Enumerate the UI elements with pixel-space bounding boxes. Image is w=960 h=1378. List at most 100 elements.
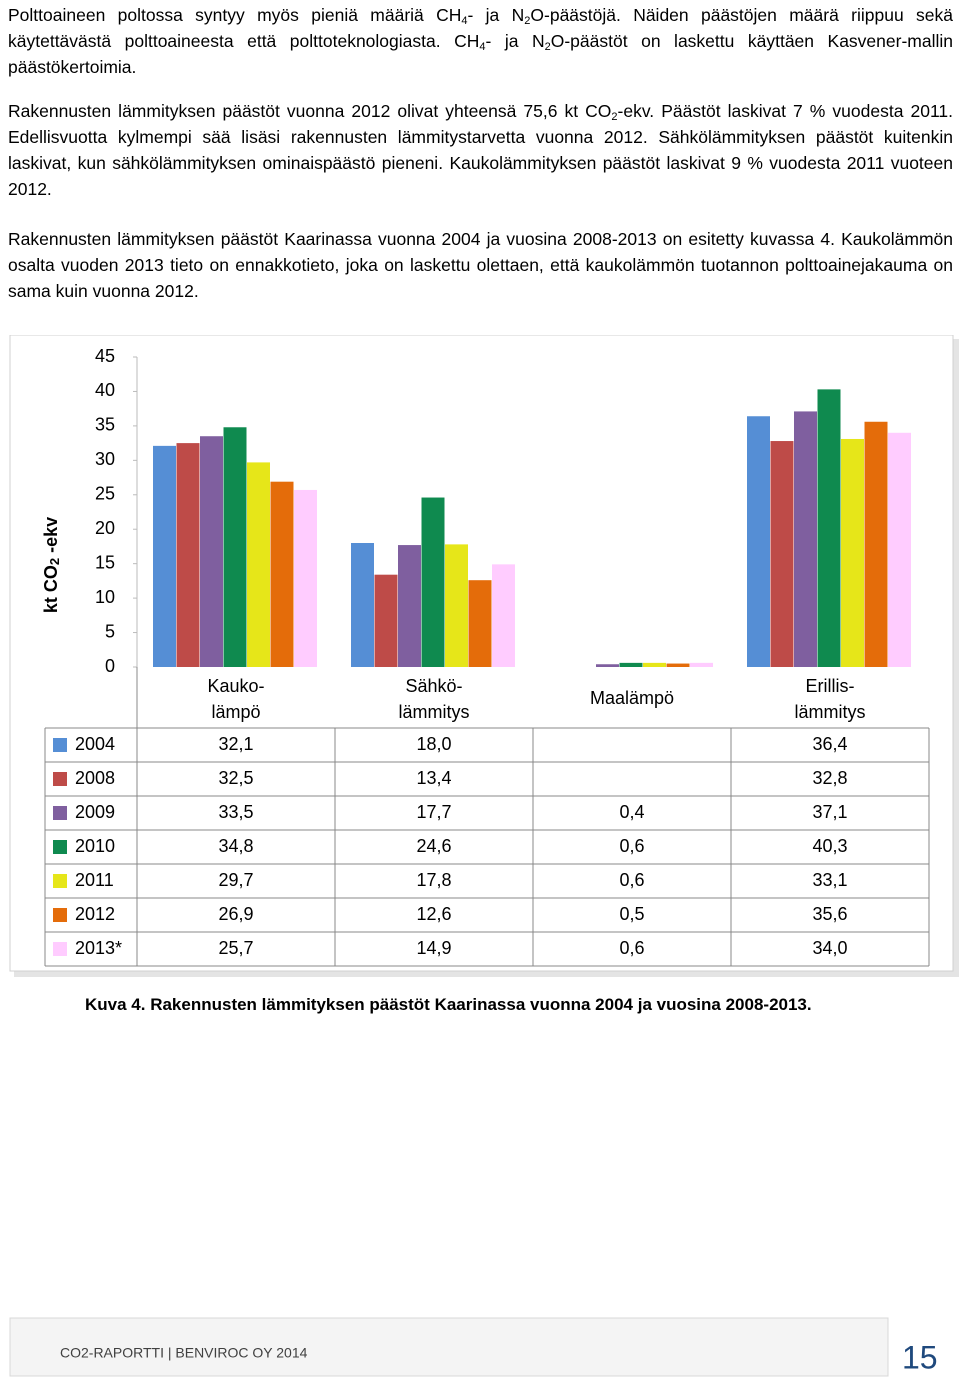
- chart: 0 5 10 15 20 25 30 35 40 45 kt CO2 -ekv Kauko-lämpö…: [9, 335, 959, 977]
- y-tick-label: 5: [105, 621, 115, 641]
- paragraph: Polttoaineen poltossa syntyy myös pieniä…: [8, 2, 953, 80]
- table-value: 32,5: [218, 768, 253, 788]
- legend-label: 2004: [75, 734, 115, 754]
- footer-band: [9, 1317, 889, 1377]
- text-run: -ekv. Päästöt laskivat 7 % vuodesta 2011…: [8, 101, 953, 199]
- bar: [223, 427, 247, 667]
- bar: [294, 489, 317, 667]
- page-number: 15: [902, 1339, 938, 1375]
- table-value: 40,3: [812, 836, 847, 856]
- legend-label: 2011: [75, 870, 114, 890]
- legend-label: 2013*: [75, 938, 122, 958]
- bar: [747, 416, 770, 667]
- text-run: Rakennusten lämmityksen päästöt Kaarinas…: [8, 229, 953, 301]
- table-value: 0,6: [619, 836, 644, 856]
- table-value: 26,9: [218, 904, 253, 924]
- paragraph: Rakennusten lämmityksen päästöt vuonna 2…: [8, 98, 953, 202]
- y-tick-label: 10: [95, 587, 115, 607]
- bar: [794, 411, 817, 667]
- bar: [817, 389, 841, 667]
- category-label-line: Sähkö-: [405, 676, 462, 696]
- category-label-line: Erillis-: [806, 676, 855, 696]
- legend-swatch: [53, 942, 67, 956]
- table-value: 13,4: [416, 768, 451, 788]
- table-value: 18,0: [416, 734, 451, 754]
- table-value: 14,9: [416, 938, 451, 958]
- subscript: 2: [524, 15, 531, 27]
- bar: [445, 544, 468, 667]
- bar: [864, 421, 888, 667]
- legend-label: 2009: [75, 802, 115, 822]
- legend-swatch: [53, 806, 67, 820]
- table-value: 35,6: [812, 904, 847, 924]
- y-tick-label: 35: [95, 415, 115, 435]
- bar: [619, 662, 643, 667]
- category-label: Erillis-lämmitys: [795, 676, 866, 722]
- bar: [666, 663, 690, 667]
- category-label: Maalämpö: [590, 688, 674, 708]
- y-tick-label: 20: [95, 518, 115, 538]
- subscript: 2: [611, 111, 618, 123]
- footer: CO2-RAPORTTI | BENVIROC OY 2014 15: [9, 1317, 938, 1377]
- bar: [374, 574, 398, 667]
- legend-swatch: [53, 908, 67, 922]
- legend-label: 2012: [75, 904, 115, 924]
- text-run: Polttoaineen poltossa syntyy myös pieniä…: [8, 5, 462, 25]
- bar: [841, 438, 864, 667]
- bar: [398, 545, 421, 667]
- text-run: O-päästöt on laskettu käyttäen Kasvener-…: [8, 31, 953, 77]
- footer-text: CO2-RAPORTTI | BENVIROC OY 2014: [60, 1345, 308, 1361]
- text-run: -ekv: [41, 517, 61, 558]
- table-value: 37,1: [812, 802, 847, 822]
- y-tick-label: 0: [105, 656, 115, 676]
- text-run: - ja N: [485, 31, 545, 51]
- category-label: Sähkö-lämmitys: [399, 676, 470, 722]
- table-value: 29,7: [218, 870, 253, 890]
- y-tick-label: 30: [95, 449, 115, 469]
- bar: [351, 543, 374, 667]
- category-label-line: lämmitys: [399, 702, 470, 722]
- table-value: 24,6: [416, 836, 451, 856]
- paragraph: Rakennusten lämmityksen päästöt Kaarinas…: [8, 226, 953, 304]
- table-value: 34,0: [812, 938, 847, 958]
- bar: [270, 481, 294, 667]
- category-label-line: Kauko-: [207, 676, 264, 696]
- bar: [468, 580, 492, 667]
- figure-caption: Kuva 4. Rakennusten lämmityksen päästöt …: [85, 995, 812, 1014]
- category-label: Kauko-lämpö: [207, 676, 264, 722]
- category-label-line: lämmitys: [795, 702, 866, 722]
- text-run: - ja N: [467, 5, 525, 25]
- bar: [492, 564, 515, 667]
- bar: [770, 441, 794, 667]
- y-tick-label: 45: [95, 346, 115, 366]
- subscript: 2: [47, 558, 62, 565]
- bar: [690, 662, 713, 667]
- bar: [596, 664, 619, 667]
- y-tick-label: 40: [95, 380, 115, 400]
- table-value: 0,6: [619, 870, 644, 890]
- legend-swatch: [53, 772, 67, 786]
- category-label-line: Maalämpö: [590, 688, 674, 708]
- table-value: 0,4: [619, 802, 644, 822]
- table-value: 17,8: [416, 870, 451, 890]
- table-value: 0,5: [619, 904, 644, 924]
- text-run: kt CO: [41, 565, 61, 613]
- legend-swatch: [53, 874, 67, 888]
- table-value: 25,7: [218, 938, 253, 958]
- y-tick-label: 25: [95, 484, 115, 504]
- table-value: 32,8: [812, 768, 847, 788]
- text-run: Rakennusten lämmityksen päästöt vuonna 2…: [8, 101, 612, 121]
- table-value: 34,8: [218, 836, 253, 856]
- bar: [247, 462, 270, 667]
- legend-swatch: [53, 840, 67, 854]
- subscript: 2: [544, 41, 551, 53]
- bar: [421, 497, 445, 667]
- text-run: O-päästöjä. Näiden päästöjen määrä riipp…: [8, 5, 953, 51]
- table-value: 32,1: [218, 734, 253, 754]
- table-value: 0,6: [619, 938, 644, 958]
- subscript: 4: [461, 15, 468, 27]
- table-value: 33,1: [812, 870, 847, 890]
- legend-label: 2010: [75, 836, 115, 856]
- bar: [176, 443, 200, 667]
- bar: [200, 436, 223, 667]
